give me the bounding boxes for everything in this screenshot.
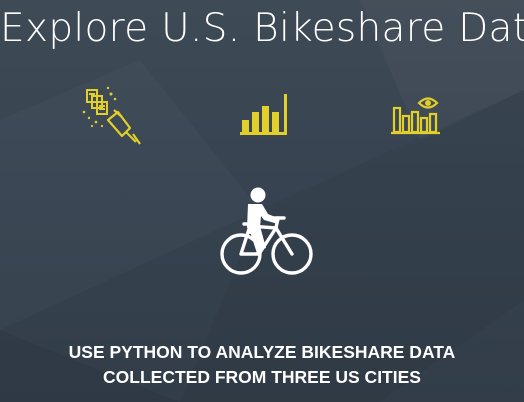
bar-chart-icon <box>240 94 287 135</box>
data-visualization-icon <box>391 97 440 135</box>
data-wrangling-icon <box>82 86 141 145</box>
caption-line-1: USE PYTHON TO ANALYZE BIKESHARE DATA <box>68 342 456 362</box>
cyclist-icon <box>220 187 313 275</box>
caption-line-2: COLLECTED FROM THREE US CITIES <box>103 367 421 387</box>
caption: USE PYTHON TO ANALYZE BIKESHARE DATA COL… <box>0 340 524 390</box>
page-title: Explore U.S. Bikeshare Data <box>0 6 524 51</box>
